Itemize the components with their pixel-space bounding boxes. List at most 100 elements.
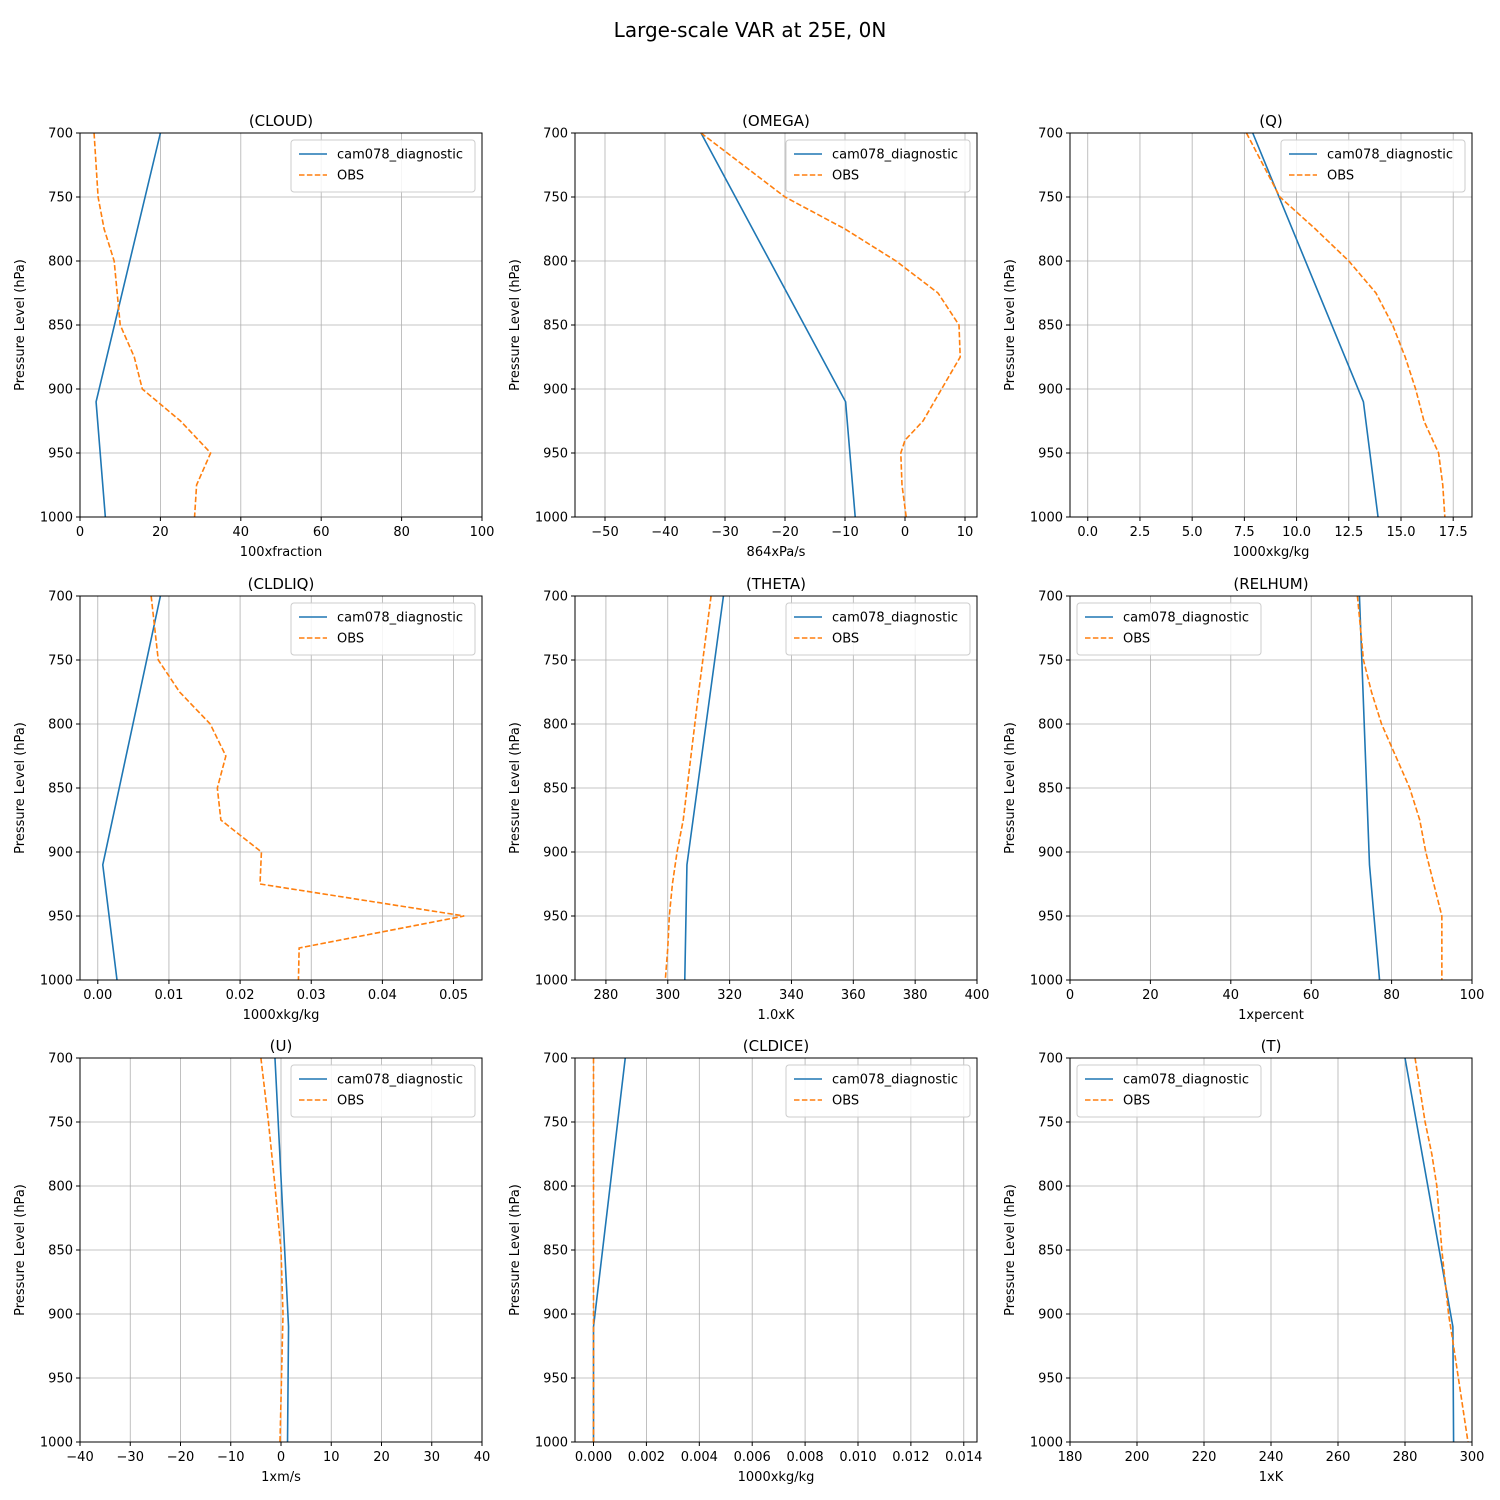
y-tick-label: 900 — [543, 1308, 568, 1323]
subplot-q: 0.0 2.5 5.0 7.5 10.0 12.5 15.0 17.5 700 750 800 850… — [1003, 112, 1473, 560]
x-tick-label: 300 — [1460, 1450, 1485, 1465]
x-axis-label: 1xK — [1259, 1470, 1284, 1485]
y-tick-label: 700 — [1038, 590, 1063, 605]
y-tick-label: 950 — [1038, 910, 1063, 925]
x-tick-label: 40 — [474, 1450, 491, 1465]
y-axis-label: Pressure Level (hPa) — [508, 1184, 523, 1316]
y-axis-label: Pressure Level (hPa) — [13, 722, 28, 854]
y-tick-label: 850 — [1038, 1244, 1063, 1259]
y-tick-label: 1000 — [40, 1436, 73, 1451]
x-tick-label: 0.014 — [945, 1450, 982, 1465]
subplot-title: (THETA) — [746, 575, 806, 593]
x-tick-label: 60 — [1303, 988, 1320, 1003]
legend-box — [290, 139, 476, 193]
legend-box — [290, 602, 476, 656]
x-tick-label: 0.03 — [297, 988, 326, 1003]
legend: cam078_diagnostic OBS — [785, 1064, 971, 1118]
legend-label: OBS — [1123, 1094, 1150, 1109]
x-tick-label: 7.5 — [1234, 525, 1255, 540]
y-tick-label: 1000 — [1030, 1436, 1063, 1451]
legend-box — [785, 139, 971, 193]
subplot-grid: 0 20 40 60 80 1007007508008509009501000(CLOUD… — [13, 112, 1484, 1485]
figure-title: Large-scale VAR at 25E, 0N — [614, 18, 887, 42]
x-tick-label: 80 — [1383, 988, 1400, 1003]
x-tick-label: 0.000 — [575, 1450, 612, 1465]
x-tick-label: 80 — [393, 525, 410, 540]
legend-box — [1076, 1064, 1262, 1118]
x-tick-label: 320 — [717, 988, 742, 1003]
x-tick-label: 0.004 — [681, 1450, 718, 1465]
subplot-omega: −50 −40 −30 −20 −10 0 10 700 750 800 850 900 950 1000… — [508, 112, 978, 560]
x-axis-label: 1xpercent — [1238, 1008, 1304, 1023]
y-axis-label: Pressure Level (hPa) — [508, 722, 523, 854]
x-tick-label: 0 — [901, 525, 909, 540]
x-tick-label: 60 — [313, 525, 330, 540]
legend-label: cam078_diagnostic — [337, 148, 463, 163]
legend: cam078_diagnostic OBS — [1076, 602, 1262, 656]
y-tick-label: 750 — [543, 654, 568, 669]
y-tick-label: 800 — [48, 255, 73, 270]
x-tick-label: 0 — [1066, 988, 1074, 1003]
x-tick-label: 2.5 — [1130, 525, 1151, 540]
x-tick-label: −20 — [771, 525, 798, 540]
series-line-model — [1251, 132, 1379, 518]
subplot-relhum: 0 20 40 60 80 100 700 750 800 850 900 950 1000 (RELHU… — [1003, 575, 1484, 1023]
y-axis-label: Pressure Level (hPa) — [13, 1184, 28, 1316]
x-tick-label: 300 — [655, 988, 680, 1003]
legend-label: OBS — [1327, 169, 1354, 184]
legend-label: OBS — [337, 632, 364, 647]
legend: cam078_diagnostic OBS — [785, 602, 971, 656]
series-line-obs — [664, 595, 712, 981]
legend-box — [290, 1064, 476, 1118]
x-tick-label: 0.04 — [368, 988, 397, 1003]
y-tick-label: 1000 — [40, 511, 73, 526]
x-tick-label: −50 — [591, 525, 618, 540]
legend-label: OBS — [337, 169, 364, 184]
subplot-title: (Q) — [1259, 112, 1283, 130]
y-tick-label: 1000 — [40, 974, 73, 989]
series-line-model — [101, 595, 162, 981]
x-tick-label: 0.012 — [892, 1450, 929, 1465]
subplot-title: (U) — [270, 1037, 293, 1055]
x-tick-label: 20 — [1142, 988, 1159, 1003]
x-tick-label: 0.05 — [439, 988, 468, 1003]
x-tick-label: 0 — [76, 525, 84, 540]
x-tick-label: 340 — [779, 988, 804, 1003]
x-tick-label: 280 — [594, 988, 619, 1003]
x-tick-label: 0.006 — [734, 1450, 771, 1465]
y-tick-label: 950 — [48, 447, 73, 462]
x-tick-label: −40 — [651, 525, 678, 540]
x-tick-label: 200 — [1125, 1450, 1150, 1465]
y-tick-label: 700 — [1038, 127, 1063, 142]
subplot-title: (T) — [1261, 1037, 1282, 1055]
y-tick-label: 900 — [543, 383, 568, 398]
legend: cam078_diagnostic OBS — [785, 139, 971, 193]
legend-label: OBS — [832, 632, 859, 647]
y-tick-label: 750 — [1038, 654, 1063, 669]
y-tick-label: 800 — [48, 1180, 73, 1195]
x-tick-label: 10.0 — [1282, 525, 1311, 540]
legend-label: cam078_diagnostic — [832, 148, 958, 163]
subplot-title: (RELHUM) — [1233, 575, 1308, 593]
y-tick-label: 800 — [543, 255, 568, 270]
x-tick-label: 15.0 — [1387, 525, 1416, 540]
legend-label: cam078_diagnostic — [337, 611, 463, 626]
legend: cam078_diagnostic OBS — [1076, 1064, 1262, 1118]
x-tick-label: 0 — [277, 1450, 285, 1465]
y-tick-label: 750 — [543, 191, 568, 206]
legend-label: cam078_diagnostic — [832, 611, 958, 626]
y-tick-label: 850 — [1038, 319, 1063, 334]
subplot-cloud: 0 20 40 60 80 100 700 750 800 850 900 950 1000 (CLOUD… — [13, 112, 494, 560]
x-axis-label: 1.0xK — [758, 1008, 795, 1023]
y-tick-label: 700 — [1038, 1052, 1063, 1067]
x-tick-label: −20 — [167, 1450, 194, 1465]
y-tick-label: 850 — [48, 782, 73, 797]
y-tick-label: 700 — [48, 1052, 73, 1067]
y-tick-label: 750 — [48, 654, 73, 669]
x-axis-label: 100xfraction — [240, 545, 322, 560]
series-line-obs — [1356, 595, 1443, 980]
y-tick-label: 950 — [1038, 1372, 1063, 1387]
x-tick-label: 0.00 — [83, 988, 112, 1003]
x-tick-label: 260 — [1326, 1450, 1351, 1465]
